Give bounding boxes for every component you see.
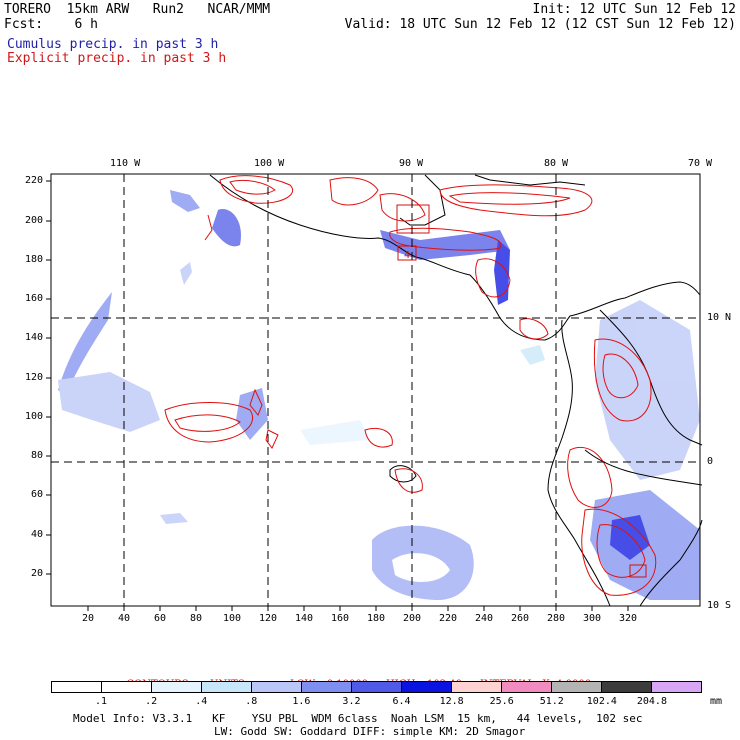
colorbar-swatch <box>552 682 602 692</box>
lon-label-110w: 110 W <box>110 158 141 169</box>
init-time: Init: 12 UTC Sun 12 Feb 12 <box>532 2 737 17</box>
colorbar-label: 1.6 <box>292 696 311 707</box>
x-tick-label: 260 <box>511 613 530 624</box>
x-tick-label: 220 <box>439 613 458 624</box>
y-tick-label: 140 <box>25 332 44 343</box>
colorbar-label: .4 <box>195 696 208 707</box>
colorbar-swatch <box>352 682 402 692</box>
x-tick-label: 160 <box>331 613 350 624</box>
y-tick-label: 40 <box>31 529 44 540</box>
colorbar-label: .1 <box>95 696 108 707</box>
colorbar-label: 3.2 <box>342 696 361 707</box>
y-tick-label: 120 <box>25 372 44 383</box>
model-title: TORERO 15km ARW Run2 NCAR/MMM <box>4 2 271 17</box>
analysis-boxes <box>396 204 647 578</box>
lat-label-10n: 10 N <box>707 312 732 323</box>
colorbar-swatch <box>302 682 352 692</box>
x-tick-label: 20 <box>82 613 95 624</box>
colorbar-swatch <box>152 682 202 692</box>
lat-lon-grid <box>51 174 700 606</box>
y-tick-label: 80 <box>31 450 44 461</box>
y-tick-label: 160 <box>25 293 44 304</box>
x-tick-label: 180 <box>367 613 386 624</box>
x-tick-label: 40 <box>118 613 131 624</box>
colorbar-swatch <box>52 682 102 692</box>
model-info: Model Info: V3.3.1 KF YSU PBL WDM 6class… <box>73 712 643 725</box>
colorbar-unit: mm <box>710 696 723 707</box>
explicit-precip-contours <box>164 175 657 596</box>
valid-time: Valid: 18 UTC Sun 12 Feb 12 (12 CST Sun … <box>344 17 736 32</box>
colorbar-swatch <box>502 682 552 692</box>
x-tick-label: 100 <box>223 613 242 624</box>
x-tick-label: 240 <box>475 613 494 624</box>
axis-ticks <box>46 180 629 611</box>
colorbar-swatch <box>202 682 252 692</box>
x-tick-label: 60 <box>154 613 167 624</box>
colorbar-swatch <box>102 682 152 692</box>
cumulus-precip-shading <box>58 190 700 600</box>
colorbar-label: 102.4 <box>586 696 617 707</box>
colorbar-label: 6.4 <box>392 696 411 707</box>
colorbar-swatch <box>652 682 701 692</box>
x-tick-label: 280 <box>547 613 566 624</box>
y-tick-label: 100 <box>25 411 44 422</box>
explicit-precip-label: Explicit precip. in past 3 h <box>7 51 227 66</box>
lon-label-80w: 80 W <box>544 158 569 169</box>
colorbar-swatch <box>252 682 302 692</box>
y-tick-label: 220 <box>25 175 44 186</box>
colorbar-label: 25.6 <box>489 696 514 707</box>
lon-label-100w: 100 W <box>254 158 285 169</box>
colorbar-swatch <box>602 682 652 692</box>
y-tick-label: 20 <box>31 568 44 579</box>
physics-info: LW: Godd SW: Goddard DIFF: simple KM: 2D… <box>214 725 526 738</box>
x-tick-label: 320 <box>619 613 638 624</box>
y-tick-label: 180 <box>25 254 44 265</box>
x-tick-label: 140 <box>295 613 314 624</box>
colorbar-label: 51.2 <box>539 696 564 707</box>
box-label: 4 <box>404 250 410 261</box>
lat-label-0: 0 <box>707 456 714 467</box>
forecast-hour: Fcst: 6 h <box>4 17 98 32</box>
lat-label-10s: 10 S <box>707 600 732 611</box>
colorbar-label: 204.8 <box>636 696 667 707</box>
lon-label-70w: 70 W <box>688 158 713 169</box>
colorbar-swatch <box>452 682 502 692</box>
lon-label-90w: 90 W <box>399 158 424 169</box>
colorbar-label: 12.8 <box>439 696 464 707</box>
x-tick-label: 80 <box>190 613 203 624</box>
colorbar-label: .2 <box>145 696 158 707</box>
precip-colorbar <box>51 681 702 693</box>
colorbar-label: .8 <box>245 696 258 707</box>
x-tick-label: 120 <box>259 613 278 624</box>
cumulus-precip-label: Cumulus precip. in past 3 h <box>7 37 219 52</box>
x-tick-label: 200 <box>403 613 422 624</box>
y-tick-label: 200 <box>25 215 44 226</box>
x-tick-label: 300 <box>583 613 602 624</box>
colorbar-swatch <box>402 682 452 692</box>
y-tick-label: 60 <box>31 489 44 500</box>
